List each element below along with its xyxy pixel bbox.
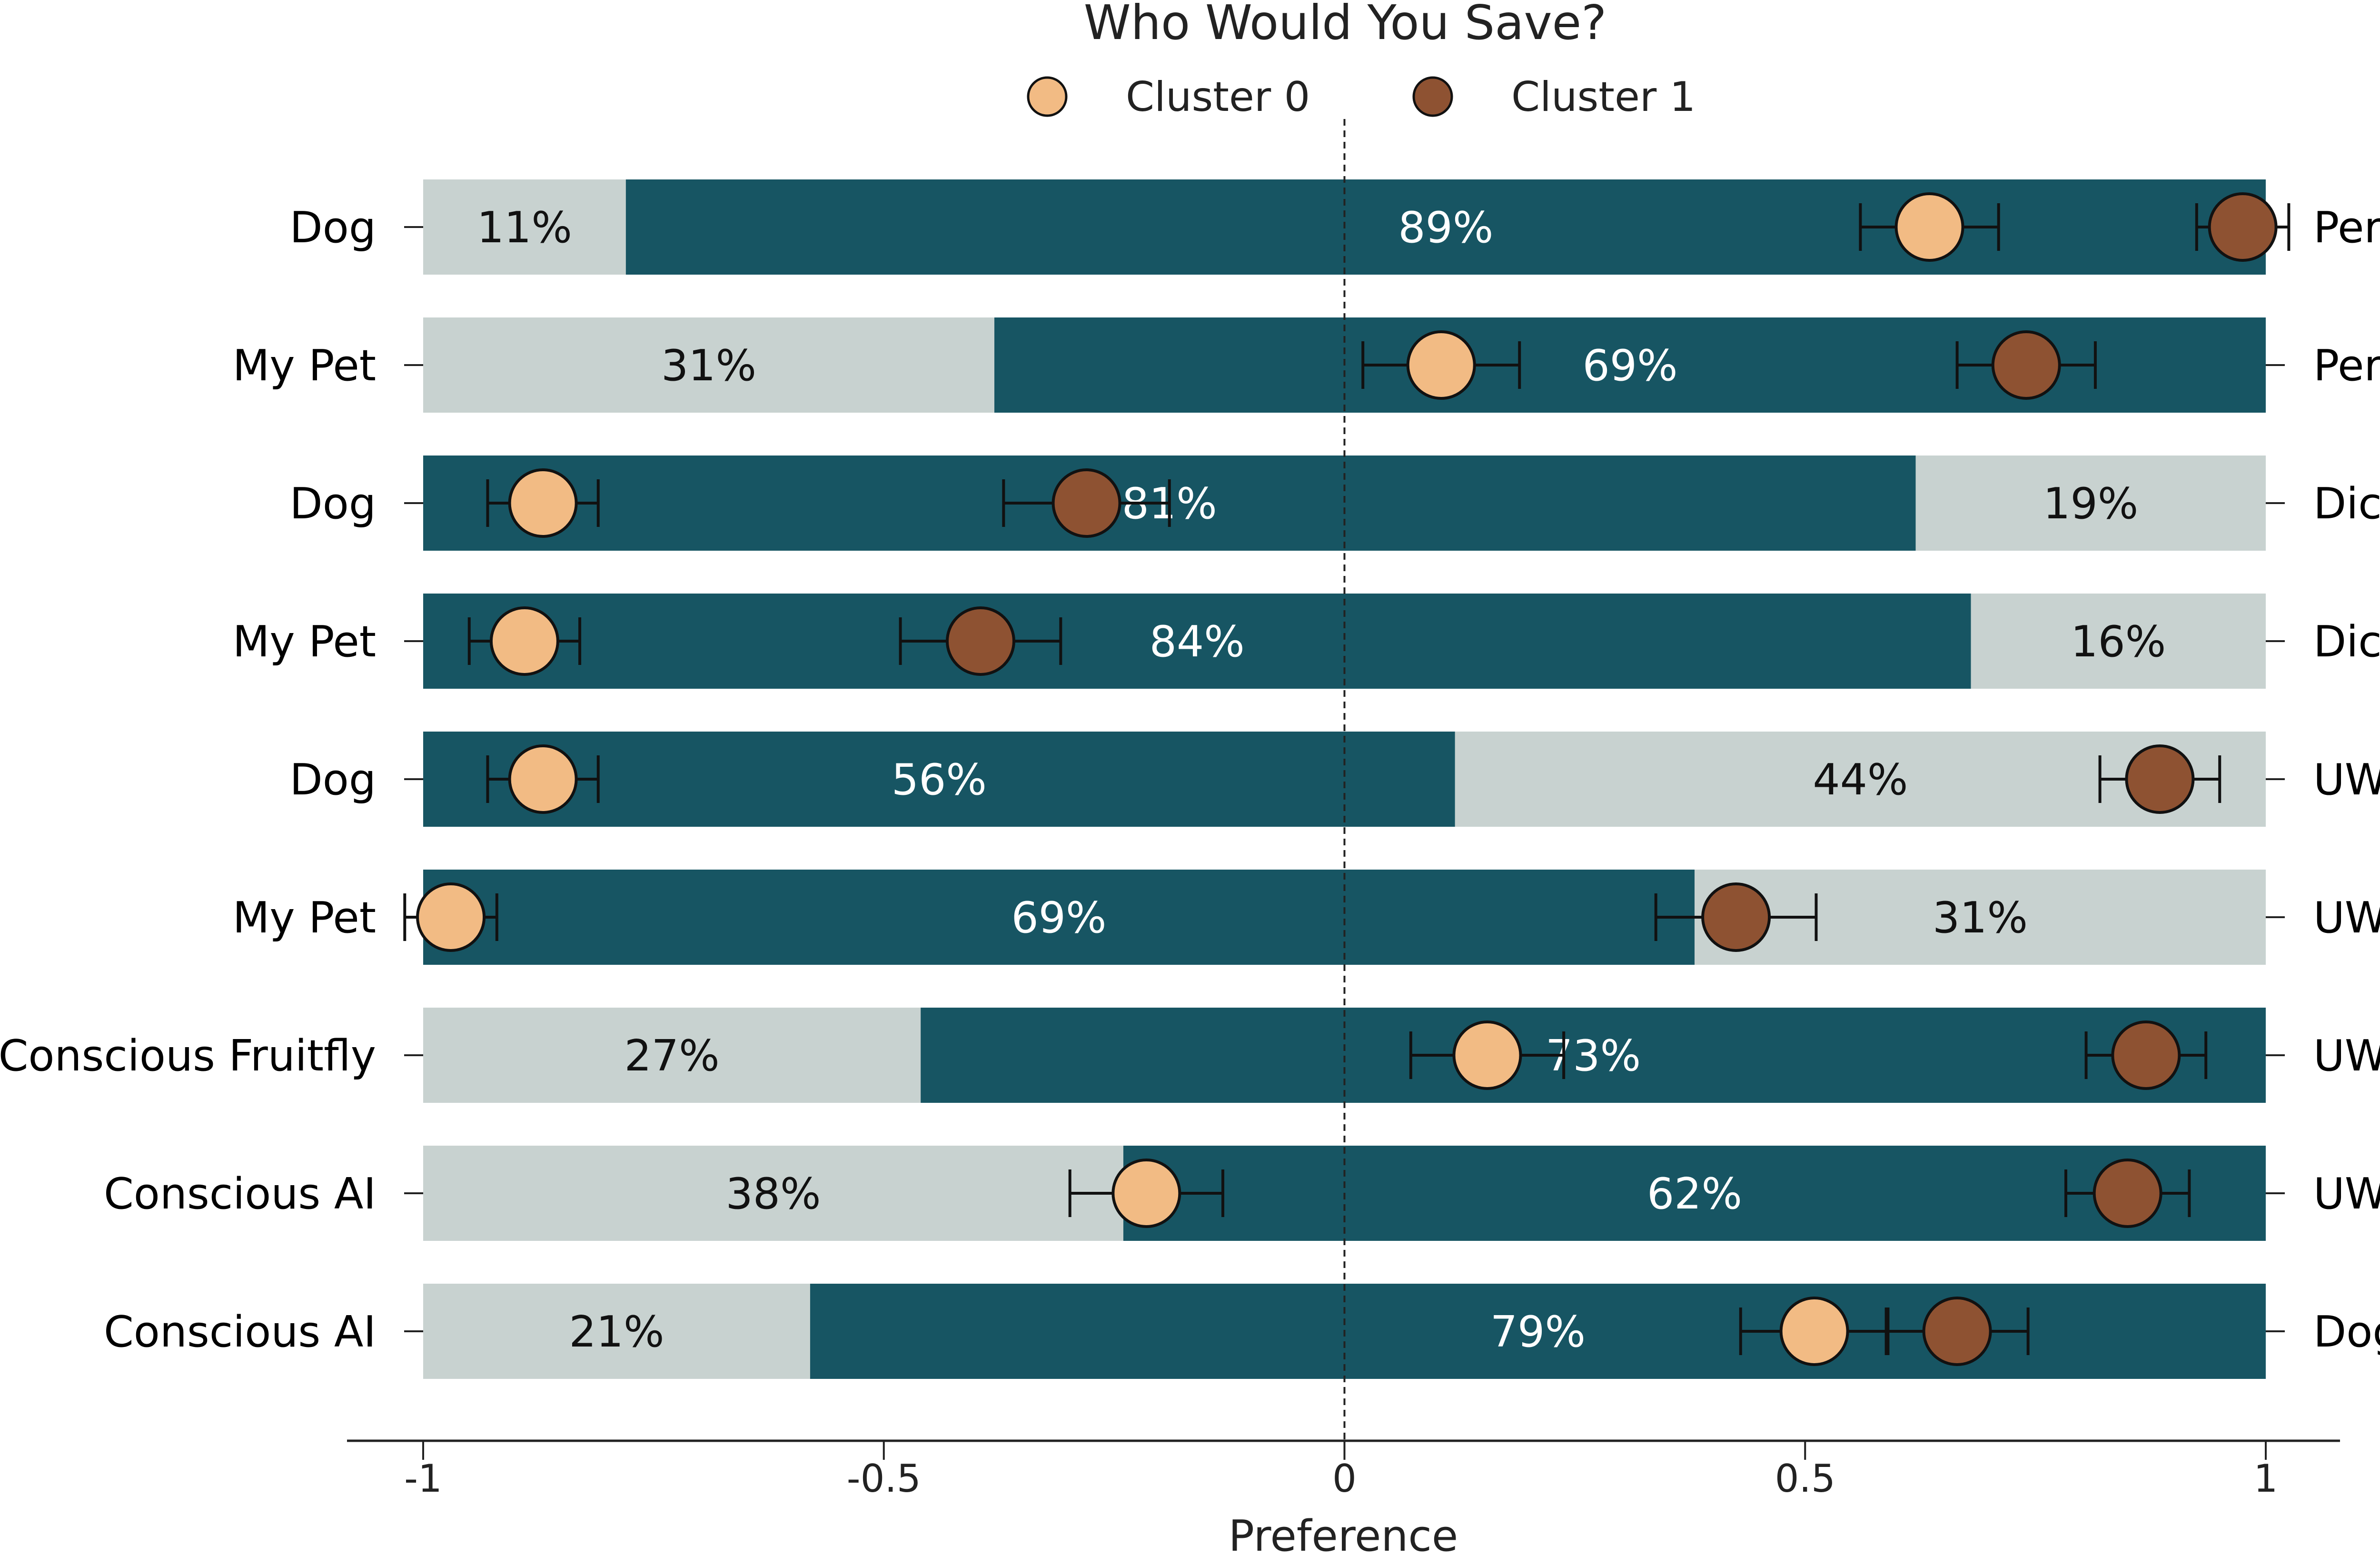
cluster-0-point <box>1111 1159 1181 1228</box>
bar-segment-left <box>423 870 1695 965</box>
cluster-0-marker-group <box>1068 1159 1225 1228</box>
bar-segment-left <box>423 179 626 275</box>
bar-segment-right <box>1971 594 2266 689</box>
bar-percent-right: 62% <box>1647 1169 1742 1219</box>
x-tick-label: -0.5 <box>847 1456 921 1501</box>
row-label-left: Dog <box>290 203 377 253</box>
row-label-left: My Pet <box>233 893 376 943</box>
row-label-left: Dog <box>290 755 377 805</box>
bar-percent-left: 21% <box>569 1307 664 1357</box>
cluster-0-marker-group <box>403 882 498 952</box>
bar-percent-left: 31% <box>661 341 756 391</box>
row-label-right: UWS <box>2313 1031 2380 1081</box>
cluster-0-marker-group <box>1409 1020 1566 1090</box>
markers-layer <box>403 192 2291 1366</box>
cluster-1-point <box>1051 468 1121 538</box>
legend-marker-cluster-0 <box>1027 76 1068 117</box>
bar-percent-right: 16% <box>2071 617 2166 667</box>
bar-percent-left: 69% <box>1011 893 1106 943</box>
cluster-0-point <box>416 882 486 952</box>
cluster-1-point <box>1922 1297 1992 1366</box>
row-label-left: My Pet <box>233 617 376 667</box>
row-label-left: Dog <box>290 479 377 529</box>
bar-percent-left: 11% <box>477 203 572 253</box>
row-labels-layer: Dog Person My Pet Person Dog Dictator My Pet Di… <box>0 203 2380 1357</box>
cluster-0-point <box>1406 330 1476 400</box>
bar-segment-right <box>1915 456 2266 551</box>
cluster-1-marker-group <box>2064 1159 2191 1228</box>
bar-percent-left: 27% <box>625 1031 720 1081</box>
row-label-right: Dictator <box>2313 479 2380 529</box>
bar-percent-right: 79% <box>1490 1307 1586 1357</box>
legend-label-cluster-0: Cluster 0 <box>1126 73 1310 121</box>
x-axis: -1 -0.5 0 0.5 1 <box>347 1439 2340 1501</box>
cluster-0-marker-group <box>1361 330 1521 400</box>
row-label-left: Conscious Fruitfly <box>0 1031 376 1081</box>
cluster-0-point <box>508 468 578 538</box>
cluster-0-point <box>1779 1297 1849 1366</box>
legend-marker-cluster-1 <box>1412 76 1453 117</box>
cluster-1-point <box>2092 1159 2162 1228</box>
cluster-1-marker-group <box>2084 1020 2208 1090</box>
bar-segment-right <box>921 1008 2266 1103</box>
bar-segment-left <box>423 594 1971 689</box>
cluster-0-marker-group <box>486 468 600 538</box>
cluster-1-point <box>2208 192 2278 262</box>
cluster-0-point <box>489 606 559 676</box>
row-label-left: Conscious AI <box>104 1169 376 1219</box>
cluster-0-marker-group <box>486 744 600 814</box>
legend-label-cluster-1: Cluster 1 <box>1511 73 1696 121</box>
bar-percent-right: 19% <box>2043 479 2138 529</box>
bar-percent-left: 56% <box>892 755 987 805</box>
cluster-0-marker-group <box>1859 192 2000 262</box>
bar-percent-right: 31% <box>1933 893 2028 943</box>
row-label-right: Person <box>2313 341 2380 391</box>
x-tick-label: -1 <box>404 1456 442 1501</box>
cluster-1-marker-group <box>899 606 1062 676</box>
x-tick-label: 0.5 <box>1775 1456 1835 1501</box>
row-label-right: UWS <box>2313 1169 2380 1219</box>
cluster-1-marker-group <box>2195 192 2291 262</box>
row-label-left: My Pet <box>233 341 376 391</box>
bar-percent-right: 69% <box>1582 341 1677 391</box>
x-tick-label: 0 <box>1332 1456 1357 1501</box>
row-label-right: Dictator <box>2313 617 2380 667</box>
bar-percent-left: 84% <box>1150 617 1245 667</box>
cluster-0-point <box>1452 1020 1522 1090</box>
cluster-1-marker-group <box>1884 1297 2030 1366</box>
row-label-right: UWS <box>2313 893 2380 943</box>
cluster-0-point <box>1894 192 1964 262</box>
bar-segment-left <box>423 317 995 413</box>
cluster-0-marker-group <box>467 606 582 676</box>
cluster-0-point <box>508 744 578 814</box>
cluster-1-marker-group <box>2098 744 2221 814</box>
cluster-1-point <box>945 606 1015 676</box>
cluster-0-marker-group <box>1739 1297 1890 1366</box>
bar-segment-left <box>423 1284 810 1379</box>
cluster-1-point <box>1991 330 2061 400</box>
cluster-1-point <box>1701 882 1771 952</box>
bar-percent-left: 38% <box>725 1169 821 1219</box>
row-label-right: UWS <box>2313 755 2380 805</box>
x-axis-label: Preference <box>1229 1511 1458 1553</box>
legend: Cluster 0 Cluster 1 <box>1027 73 1696 121</box>
cluster-1-marker-group <box>1955 330 2097 400</box>
row-label-right: Dog <box>2313 1307 2380 1357</box>
bar-percent-right: 44% <box>1813 755 1908 805</box>
bar-segment-left <box>423 1146 1123 1241</box>
chart-title: Who Would You Save? <box>1084 0 1607 50</box>
cluster-1-marker-group <box>1002 468 1171 538</box>
cluster-1-point <box>2125 744 2195 814</box>
cluster-1-point <box>2111 1020 2181 1090</box>
row-label-left: Conscious AI <box>104 1307 376 1357</box>
bar-segment-left <box>423 1008 921 1103</box>
bar-percent-right: 89% <box>1398 203 1493 253</box>
row-label-right: Person <box>2313 203 2380 253</box>
x-tick-label: 1 <box>2254 1456 2278 1501</box>
cluster-1-marker-group <box>1654 882 1818 952</box>
